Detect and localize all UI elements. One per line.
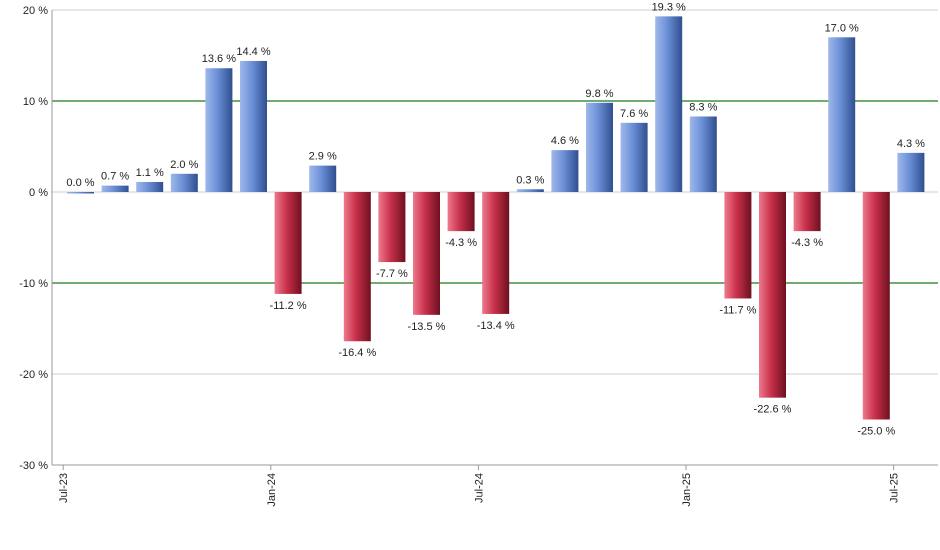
y-tick-label: 20 % xyxy=(23,5,48,17)
data-label: -4.3 % xyxy=(445,237,477,249)
bar xyxy=(447,192,475,232)
data-label: 8.3 % xyxy=(689,101,717,113)
x-tick-label: Jul-25 xyxy=(889,473,901,503)
data-label: 17.0 % xyxy=(825,22,859,34)
bar xyxy=(136,181,164,192)
axes: 20 % 10 % 0 % -10 % -20 % -30 % Jul-23 Jan-24 Ju… xyxy=(19,5,938,507)
bar xyxy=(689,116,717,192)
bar xyxy=(551,150,579,192)
data-label: 13.6 % xyxy=(202,53,236,65)
data-label: -11.2 % xyxy=(270,300,307,312)
x-tick-label: Jan-24 xyxy=(266,473,278,507)
bar xyxy=(828,37,856,192)
x-tick-label: Jul-23 xyxy=(58,473,70,503)
data-label: 7.6 % xyxy=(620,108,648,120)
data-label: -22.6 % xyxy=(754,404,792,416)
bars xyxy=(67,16,925,420)
bar xyxy=(274,192,302,294)
data-label: -4.3 % xyxy=(791,237,823,249)
x-tick-label: Jul-24 xyxy=(473,473,485,503)
bar xyxy=(378,192,406,263)
y-tick-label: -20 % xyxy=(19,369,48,381)
bar xyxy=(240,60,267,193)
data-label: 14.4 % xyxy=(236,46,270,58)
bar xyxy=(516,189,544,192)
bar xyxy=(724,192,752,299)
bar xyxy=(413,192,440,315)
data-label: 0.0 % xyxy=(66,177,94,189)
data-labels: 0.0 % 0.7 % 1.1 % 2.0 % 13.6 %14.4 % -11.2 % 2… xyxy=(66,1,925,437)
data-label: -25.0 % xyxy=(857,426,895,438)
data-label: -13.5 % xyxy=(408,321,446,333)
data-label: 1.1 % xyxy=(136,167,164,179)
data-label: 19.3 % xyxy=(652,1,686,13)
data-label: -7.7 % xyxy=(376,268,408,280)
y-tick-label: -10 % xyxy=(19,278,48,290)
x-tick-label: Jan-25 xyxy=(681,473,693,507)
bar xyxy=(205,68,233,192)
bar xyxy=(586,102,613,192)
data-label: -11.7 % xyxy=(719,304,756,316)
data-label: 0.7 % xyxy=(101,171,129,183)
data-label: 4.3 % xyxy=(897,138,925,150)
bar xyxy=(793,192,821,232)
bar xyxy=(759,192,786,398)
bar xyxy=(309,165,337,192)
y-tick-label: 0 % xyxy=(29,187,48,199)
bar xyxy=(897,152,925,192)
data-label: 2.9 % xyxy=(309,151,337,163)
y-tick-label: 10 % xyxy=(23,96,48,108)
bar xyxy=(170,173,198,192)
data-label: 9.8 % xyxy=(585,88,613,100)
bar xyxy=(862,192,890,420)
data-label: 0.3 % xyxy=(516,174,544,186)
bar xyxy=(655,16,683,193)
bar xyxy=(67,192,94,194)
bar xyxy=(343,192,371,342)
y-tick-label: -30 % xyxy=(19,460,48,472)
bar xyxy=(101,185,129,192)
data-label: -16.4 % xyxy=(338,347,376,359)
data-label: 2.0 % xyxy=(170,159,198,171)
data-label: -13.4 % xyxy=(477,320,515,332)
bar xyxy=(620,122,648,192)
bar xyxy=(482,192,510,314)
data-label: 4.6 % xyxy=(551,135,579,147)
